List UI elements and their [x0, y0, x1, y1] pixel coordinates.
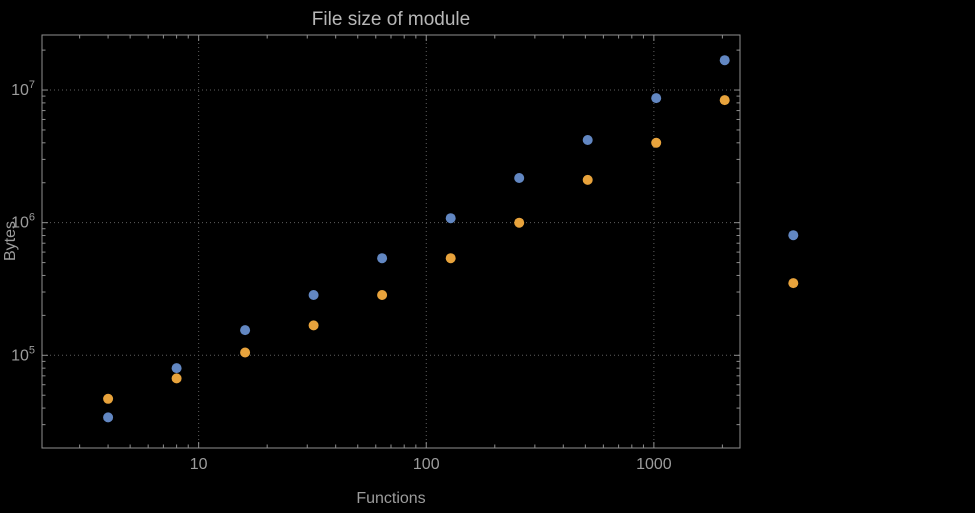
blue-series-point — [240, 325, 251, 336]
orange-series-point — [582, 174, 593, 185]
orange-series-point — [308, 320, 319, 331]
blue-series-point — [377, 253, 388, 264]
frame-layer — [41, 34, 741, 449]
blue-series-point — [103, 412, 114, 423]
blue-series-point — [514, 173, 525, 183]
orange-series-point — [514, 217, 525, 228]
orange-series-point — [240, 347, 251, 358]
blue-series-point — [788, 230, 799, 241]
orange-series-point — [171, 373, 182, 384]
x-tick-label: 100 — [413, 456, 440, 473]
y-axis-label: Bytes — [2, 221, 19, 261]
blue-series-point — [445, 213, 456, 224]
orange-series-point — [377, 290, 388, 300]
y-tick-label: 107 — [11, 79, 35, 99]
y-tick-label: 105 — [11, 344, 35, 364]
blue-series-point — [582, 135, 593, 145]
y-tick-label: 106 — [11, 212, 35, 232]
plot-frame — [41, 34, 741, 449]
orange-series-point — [103, 393, 114, 404]
x-tick-label: 10 — [190, 456, 208, 473]
chart-title: File size of module — [312, 9, 470, 30]
ticks-layer — [42, 35, 740, 448]
x-tick-label: 1000 — [636, 456, 672, 473]
data-points-layer — [103, 55, 799, 423]
orange-series-point — [788, 278, 799, 289]
gridlines-layer — [42, 35, 740, 448]
blue-series-point — [719, 55, 730, 66]
blue-series-point — [308, 290, 319, 300]
orange-series-point — [651, 137, 662, 148]
orange-series-point — [445, 253, 456, 264]
orange-series-point — [719, 95, 730, 106]
tick-labels-layer: 10 100 1000 105 106 107 — [11, 79, 672, 473]
blue-series-point — [171, 363, 182, 374]
x-axis-label: Functions — [356, 490, 425, 507]
blue-series-point — [651, 93, 662, 104]
